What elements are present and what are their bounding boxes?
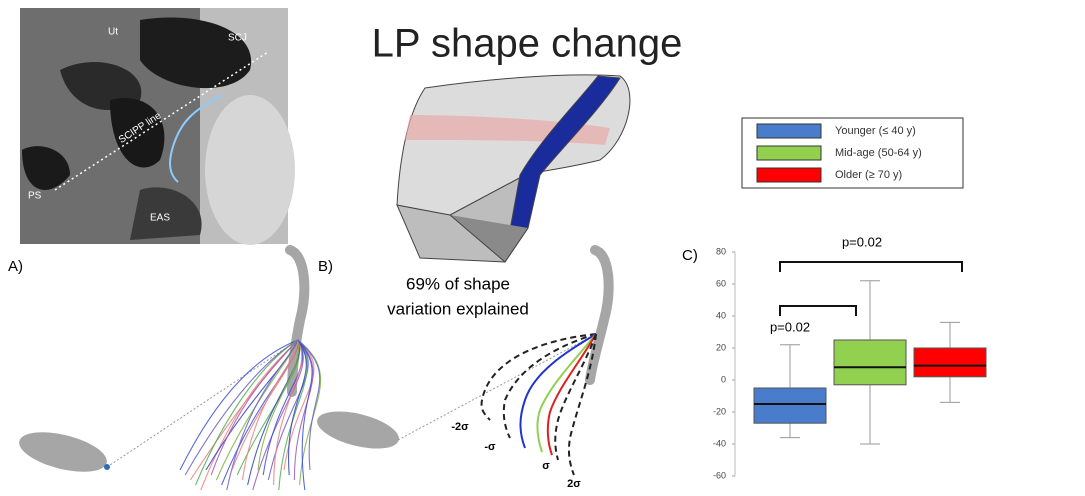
box	[834, 340, 906, 385]
y-tick-label: 40	[716, 310, 726, 320]
legend-label: Mid-age (50-64 y)	[835, 147, 922, 159]
slide: Ut SCJ SCIPP line PS EAS LP shape change…	[0, 0, 1085, 496]
mri-label: Ut	[108, 27, 118, 38]
panel-label: C)	[682, 247, 698, 264]
legend-swatch	[757, 146, 821, 160]
y-tick-label: 80	[716, 246, 726, 256]
sigma-label: σ	[542, 460, 550, 472]
slide-title: LP shape change	[372, 22, 683, 66]
annotation: p=0.02	[842, 234, 882, 249]
panel-label: B)	[318, 258, 333, 275]
panel-a-drawing	[15, 250, 320, 490]
y-tick-label: 0	[721, 374, 726, 384]
legend-swatch	[757, 124, 821, 138]
mri-label: SCJ	[228, 33, 247, 44]
page: Ut SCJ SCIPP line PS EAS LP shape change…	[0, 0, 1085, 496]
legend-label: Younger (≤ 40 y)	[835, 125, 916, 137]
y-tick-label: 20	[716, 342, 726, 352]
sigma-label: 2σ	[567, 478, 581, 490]
panel-label: A)	[8, 258, 23, 275]
sigma-label: -2σ	[451, 421, 469, 433]
panel-note: variation explained	[387, 299, 529, 318]
mri-label: PS	[28, 191, 42, 202]
shape-3d	[397, 75, 630, 262]
box	[754, 388, 826, 423]
annotation: p=0.02	[770, 319, 810, 334]
box	[914, 348, 986, 377]
y-tick-label: -40	[713, 438, 726, 448]
y-tick-label: -60	[713, 470, 726, 480]
mri-image: Ut SCJ SCIPP line PS EAS	[20, 8, 295, 245]
legend-swatch	[757, 168, 821, 182]
y-tick-label: -20	[713, 406, 726, 416]
bracket	[780, 306, 856, 316]
mri-label: EAS	[150, 213, 170, 224]
legend-label: Older (≥ 70 y)	[835, 169, 902, 181]
bracket	[780, 262, 962, 272]
sigma-label: -σ	[484, 441, 496, 453]
panel-note: 69% of shape	[406, 274, 510, 293]
y-tick-label: 60	[716, 278, 726, 288]
